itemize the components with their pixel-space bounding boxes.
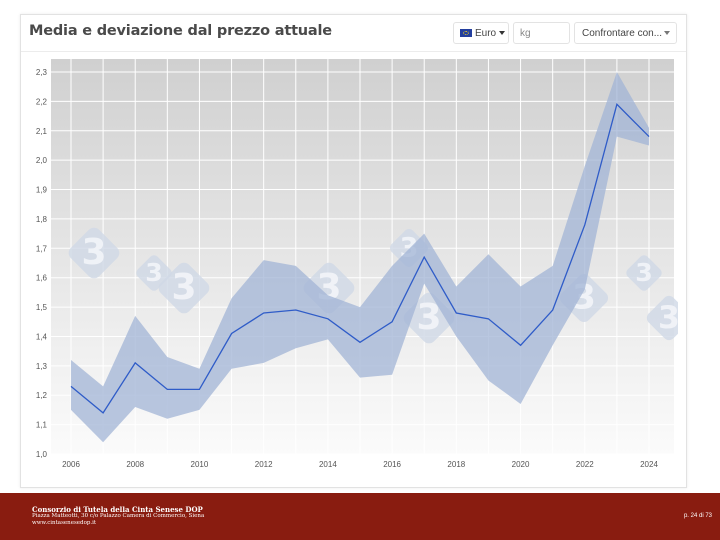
watermark-tile bbox=[626, 255, 662, 291]
x-tick-label: 2020 bbox=[512, 460, 530, 469]
chevron-down-icon bbox=[499, 31, 506, 35]
y-tick-label: 1,1 bbox=[36, 421, 48, 430]
chart-title: Media e deviazione dal prezzo attuale bbox=[29, 23, 332, 39]
eu-flag-icon bbox=[460, 29, 472, 37]
x-tick-label: 2012 bbox=[255, 460, 273, 469]
footer-website[interactable]: www.cintasenesedop.it bbox=[32, 520, 97, 526]
y-axis-labels: 1,0 1,1 1,2 1,3 1,4 1,5 1,6 1,7 1,8 1,9 2,0 2,1 2,2 2… bbox=[36, 68, 48, 459]
y-tick-label: 1,4 bbox=[36, 332, 48, 341]
card-header: Media e deviazione dal prezzo attuale Eu… bbox=[21, 15, 686, 52]
y-tick-label: 1,3 bbox=[36, 362, 48, 371]
unit-select[interactable]: kg bbox=[513, 22, 570, 44]
unit-value: kg bbox=[520, 27, 531, 39]
y-tick-label: 1,0 bbox=[36, 450, 48, 459]
watermark-logo: 3 bbox=[626, 255, 662, 291]
compare-dropdown[interactable]: Confrontare con... bbox=[574, 22, 677, 44]
chevron-down-icon bbox=[664, 31, 670, 35]
y-tick-label: 1,9 bbox=[36, 186, 48, 195]
x-axis-labels: 2006 2008 2010 2012 2014 2016 2018 2020 2022 2024 bbox=[62, 460, 658, 469]
deviation-band bbox=[71, 72, 649, 443]
y-tick-label: 2,2 bbox=[36, 97, 48, 106]
mean-price-line bbox=[70, 103, 650, 414]
y-tick-label: 1,7 bbox=[36, 244, 48, 253]
price-chart: 3 3 3 333 333 1,01,11,21,31,41,51,61,71,81,9… bbox=[29, 58, 692, 478]
watermark-glyph: 3 bbox=[145, 258, 163, 287]
watermark-glyph: 3 bbox=[635, 258, 653, 287]
watermark-tile bbox=[68, 227, 120, 279]
x-tick-label: 2018 bbox=[447, 460, 465, 469]
x-tick-label: 2016 bbox=[383, 460, 401, 469]
x-tick-label: 2010 bbox=[191, 460, 209, 469]
x-tick-label: 2008 bbox=[126, 460, 144, 469]
watermark-tile bbox=[158, 262, 210, 314]
watermark-logo: 3 bbox=[68, 227, 120, 279]
price-chart-card: Media e deviazione dal prezzo attuale Eu… bbox=[20, 14, 692, 488]
watermark-glyph: 3 bbox=[81, 232, 106, 273]
footer-address: Piazza Matteotti, 30 c/o Palazzo Camera … bbox=[32, 513, 205, 519]
y-tick-label: 1,8 bbox=[36, 215, 48, 224]
page-number: p. 24 di 73 bbox=[683, 513, 712, 519]
compare-value: Confrontare con... bbox=[582, 27, 663, 39]
footer: Consorzio di Tutela della Cinta Senese D… bbox=[0, 493, 720, 540]
x-tick-label: 2024 bbox=[640, 460, 658, 469]
y-tick-label: 1,6 bbox=[36, 274, 48, 283]
y-tick-label: 2,1 bbox=[36, 127, 48, 136]
x-tick-label: 2022 bbox=[576, 460, 594, 469]
y-tick-label: 2,0 bbox=[36, 156, 48, 165]
footer-org: Consorzio di Tutela della Cinta Senese D… bbox=[32, 505, 203, 514]
y-tick-label: 1,2 bbox=[36, 391, 48, 400]
y-tick-label: 2,3 bbox=[36, 68, 48, 77]
watermark-logo: 3 bbox=[158, 262, 210, 314]
x-tick-label: 2006 bbox=[62, 460, 80, 469]
x-tick-label: 2014 bbox=[319, 460, 337, 469]
currency-value: Euro bbox=[475, 27, 497, 39]
y-tick-label: 1,5 bbox=[36, 303, 48, 312]
currency-dropdown[interactable]: Euro bbox=[453, 22, 509, 44]
watermark-glyph: 3 bbox=[658, 300, 678, 336]
watermark-glyph: 3 bbox=[171, 267, 196, 308]
